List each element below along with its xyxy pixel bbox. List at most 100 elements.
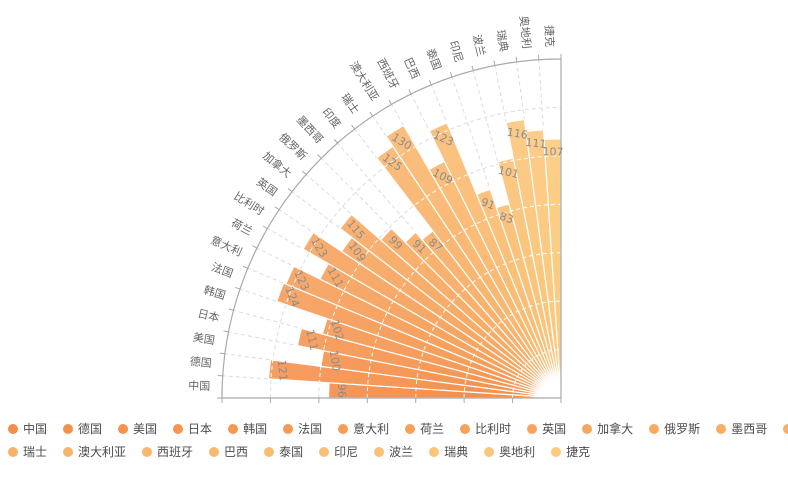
legend-marker-icon [228,424,239,434]
category-label-比利时: 比利时 [231,190,266,218]
category-label-西班牙: 西班牙 [374,56,401,91]
category-label-捷克: 捷克 [542,25,557,47]
legend-item-捷克[interactable]: 捷克 [551,445,590,459]
category-label-德国: 德国 [189,354,212,370]
legend-marker-icon [460,424,471,434]
category-label-印尼: 印尼 [447,39,466,64]
bar-value-label: 102 [328,318,347,342]
legend-item-澳大利亚[interactable]: 澳大利亚 [63,445,126,459]
bar-sector-法国[interactable] [276,282,562,399]
arc-tick [302,170,307,175]
legend-item-印尼[interactable]: 印尼 [319,445,358,459]
legend-item-泰国[interactable]: 泰国 [264,445,303,459]
bar-sector-加拿大[interactable] [339,213,562,399]
bar-sector-俄罗斯[interactable] [380,227,562,399]
category-label-墨西哥: 墨西哥 [294,113,326,146]
category-label-法国: 法国 [210,260,236,281]
bar-value-label: 111 [303,328,320,351]
legend-label: 墨西哥 [731,422,768,436]
legend-item-加拿大[interactable]: 加拿大 [582,422,633,436]
legend-item-日本[interactable]: 日本 [173,422,212,436]
legend-label: 捷克 [566,445,591,459]
legend-item-美国[interactable]: 美国 [118,422,157,436]
category-label-加拿大: 加拿大 [260,149,294,181]
arc-tick [333,139,338,144]
bar-value-label: 100 [327,349,343,372]
arc-tick [515,56,518,62]
legend-item-法国[interactable]: 法国 [283,422,322,436]
legend-item-波兰[interactable]: 波兰 [374,445,413,459]
legend-label: 波兰 [389,445,414,459]
legend-label: 俄罗斯 [664,422,701,436]
bar-sector-意大利[interactable] [285,265,562,399]
legend-marker-icon [716,424,727,434]
legend-item-意大利[interactable]: 意大利 [338,422,389,436]
legend-marker-icon [649,424,660,434]
legend-marker-icon [8,447,18,457]
bar-value-label: 116 [506,126,529,142]
arc-tick [449,72,453,78]
legend-item-瑞典[interactable]: 瑞典 [429,445,468,459]
category-label-英国: 英国 [254,175,280,199]
category-label-意大利: 意大利 [209,233,245,259]
bar-value-label: 101 [497,164,520,181]
legend-marker-icon [582,424,593,434]
bar-sector-澳大利亚[interactable] [385,124,562,399]
bar-value-label: 111 [525,136,547,151]
arc-tick [242,265,248,269]
legend-item-巴西[interactable]: 巴西 [209,445,248,459]
legend-item-俄罗斯[interactable]: 俄罗斯 [649,422,700,436]
legend-marker-icon [264,447,275,457]
bar-sector-奥地利[interactable] [525,129,562,399]
category-label-印度: 印度 [319,105,344,131]
arc-tick [235,286,241,290]
category-label-波兰: 波兰 [470,33,488,57]
category-label-美国: 美国 [192,331,216,347]
legend-marker-icon [484,447,495,457]
legend-marker-icon [63,424,74,434]
legend-item-墨西哥[interactable]: 墨西哥 [716,422,767,436]
category-label-巴西: 巴西 [401,56,422,81]
legend-label: 德国 [78,422,103,436]
arc-gridline-white [366,203,561,399]
legend-item-奥地利[interactable]: 奥地利 [484,445,535,459]
legend-marker-icon [527,424,538,434]
legend-marker-icon [783,424,788,434]
bar-sector-泰国[interactable] [476,188,562,399]
arc-tick [369,111,374,117]
arc-tick [351,124,356,130]
legend-item-中国[interactable]: 中国 [8,422,47,436]
legend-row-1: 中国 德国 美国 日本 韩国 法国 意大利 荷兰 比利时 英国 加拿大 俄罗斯 墨西哥 印度 [8,422,788,436]
legend-label: 英国 [542,422,567,436]
bar-sector-巴西[interactable] [428,122,562,399]
legend-item-英国[interactable]: 英国 [527,422,566,436]
axis-lines [217,54,562,403]
arc-tick [219,352,225,355]
legend-item-西班牙[interactable]: 西班牙 [142,445,193,459]
legend-marker-icon [283,424,294,434]
bar-value-label: 121 [275,359,290,381]
bar-sector-瑞典[interactable] [505,118,562,399]
bar-value-label: 83 [498,210,515,227]
category-label-瑞典: 瑞典 [494,29,511,53]
legend-label: 日本 [188,422,213,436]
category-label-日本: 日本 [196,306,221,325]
category-label-中国: 中国 [188,379,210,393]
legend-label: 泰国 [279,445,304,459]
arc-tick [408,89,412,95]
bar-sector-比利时[interactable] [302,231,562,399]
arc-tick [274,206,280,211]
category-label-瑞士: 瑞士 [338,90,362,116]
legend-item-印度[interactable]: 印度 [783,422,788,436]
legend-item-荷兰[interactable]: 荷兰 [405,422,444,436]
legend-label: 美国 [133,422,158,436]
arc-tick [223,330,229,333]
legend-item-瑞士[interactable]: 瑞士 [8,445,47,459]
bar-sector-墨西哥[interactable] [404,231,562,399]
legend-item-韩国[interactable]: 韩国 [228,422,267,436]
legend-item-德国[interactable]: 德国 [63,422,102,436]
legend-item-比利时[interactable]: 比利时 [460,422,511,436]
legend-label: 澳大利亚 [78,445,127,459]
